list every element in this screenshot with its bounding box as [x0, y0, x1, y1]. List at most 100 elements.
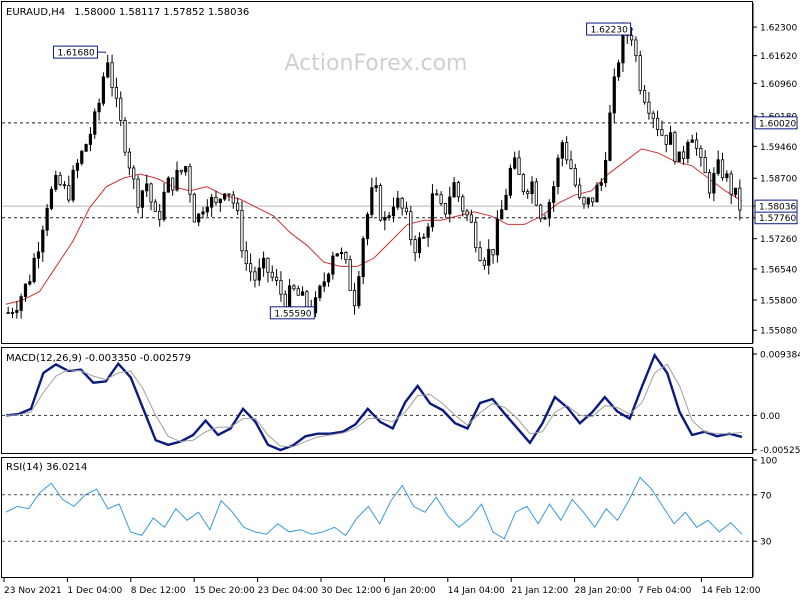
candle-body — [287, 285, 292, 310]
candle-body — [482, 260, 487, 266]
candle-body — [517, 157, 521, 175]
candles-group — [6, 22, 742, 319]
candle-body — [335, 253, 339, 257]
time-label: 28 Jan 20:00 — [575, 586, 632, 596]
annotation-label-1.61680: 1.61680 — [57, 49, 94, 59]
candle-body — [266, 257, 270, 273]
time-label: 21 Jan 12:00 — [511, 586, 568, 596]
watermark: ActionForex.com — [285, 51, 468, 76]
macd-lines — [2, 352, 752, 452]
candle-body — [331, 255, 335, 275]
level-box-1.58036 — [754, 199, 798, 213]
rsi-lines — [2, 476, 752, 542]
price-tick-label: 1.56540 — [760, 265, 797, 275]
candle-body — [253, 271, 257, 281]
candle-body — [668, 132, 673, 145]
candle-body — [582, 197, 586, 205]
rsi-axis-ticks: 100 70 30 — [753, 457, 777, 548]
candle-body — [435, 193, 439, 196]
candle-body — [231, 194, 235, 204]
level-label-1.60020: 1.60020 — [759, 119, 796, 129]
candle-body — [374, 185, 378, 189]
candle-body — [469, 214, 474, 223]
time-label: 30 Dec 12:00 — [321, 586, 382, 596]
symbol-label: EURAUD,H4 1.58000 1.58117 1.57852 1.5803… — [6, 7, 249, 18]
candle-body — [227, 193, 231, 196]
price-tick-label: 1.55800 — [760, 297, 797, 307]
candle-body — [430, 193, 435, 228]
candle-body — [93, 111, 97, 135]
candle-body — [404, 207, 409, 213]
macd-panel-frame — [1, 347, 753, 454]
time-label: 14 Jan 04:00 — [448, 586, 505, 596]
price-annotations: 1.61680 1.55590 1.62230 — [52, 22, 634, 320]
candle-body — [595, 184, 599, 203]
level-label-1.57760: 1.57760 — [759, 214, 796, 224]
candle-body — [249, 263, 253, 273]
rsi-line — [5, 476, 743, 540]
candle-body — [101, 76, 106, 104]
candle-body — [461, 196, 465, 212]
candle-body — [210, 196, 214, 208]
rsi-panel-frame — [1, 457, 753, 578]
candle-body — [322, 281, 326, 287]
candle-body — [660, 129, 664, 136]
macd-tick-label: 0.00 — [760, 412, 780, 422]
time-label: 8 Dec 12:00 — [131, 586, 186, 596]
candle-body — [162, 191, 166, 220]
candle-body — [257, 267, 261, 281]
candle-body — [504, 194, 508, 211]
candle-body — [513, 157, 517, 169]
candle-body — [716, 159, 720, 174]
candle-body — [171, 177, 175, 191]
macd-tick-label: -0.005252 — [760, 446, 800, 456]
candle-body — [132, 167, 136, 180]
candle-body — [703, 157, 707, 174]
annotation-box-1.55590 — [269, 306, 315, 320]
candle-body — [487, 248, 491, 266]
candle-body — [539, 204, 543, 220]
candle-body — [305, 291, 309, 308]
candle-body — [552, 186, 556, 203]
candle-body — [400, 197, 404, 209]
candle-body — [569, 159, 573, 169]
price-tick-label: 1.62300 — [760, 24, 797, 34]
candle-body — [119, 97, 123, 121]
candle-body — [612, 76, 616, 114]
candle-body — [391, 206, 396, 217]
candle-body — [547, 202, 551, 219]
candle-body — [681, 151, 686, 159]
candle-body — [651, 112, 655, 119]
candle-body — [15, 310, 19, 313]
candle-body — [443, 203, 448, 215]
candle-body — [456, 182, 461, 198]
candle-body — [370, 187, 374, 215]
candle-body — [326, 273, 331, 283]
candle-body — [244, 250, 248, 265]
candle-body — [145, 183, 149, 192]
time-label: 6 Jan 20:00 — [384, 586, 436, 596]
candle-body — [45, 208, 49, 231]
level-box-1.60020 — [754, 116, 798, 130]
price-axis-ticks: 1.623001.616201.609601.601801.594601.587… — [753, 24, 797, 337]
candle-body — [36, 251, 41, 259]
candle-body — [54, 174, 58, 190]
candle-body — [71, 169, 75, 201]
candle-body — [565, 142, 569, 161]
candle-body — [236, 202, 240, 211]
candle-body — [339, 251, 344, 255]
candle-body — [530, 181, 534, 195]
candle-body — [508, 167, 512, 196]
candle-body — [725, 173, 729, 179]
candle-body — [28, 281, 32, 285]
candle-body — [673, 132, 677, 162]
candle-body — [586, 197, 590, 205]
candle-body — [521, 174, 525, 192]
candle-body — [573, 168, 577, 186]
candle-body — [179, 169, 183, 173]
time-label: 14 Feb 12:00 — [701, 586, 760, 596]
candle-body — [158, 210, 162, 220]
candle-body — [184, 166, 188, 173]
candle-body — [75, 162, 80, 171]
